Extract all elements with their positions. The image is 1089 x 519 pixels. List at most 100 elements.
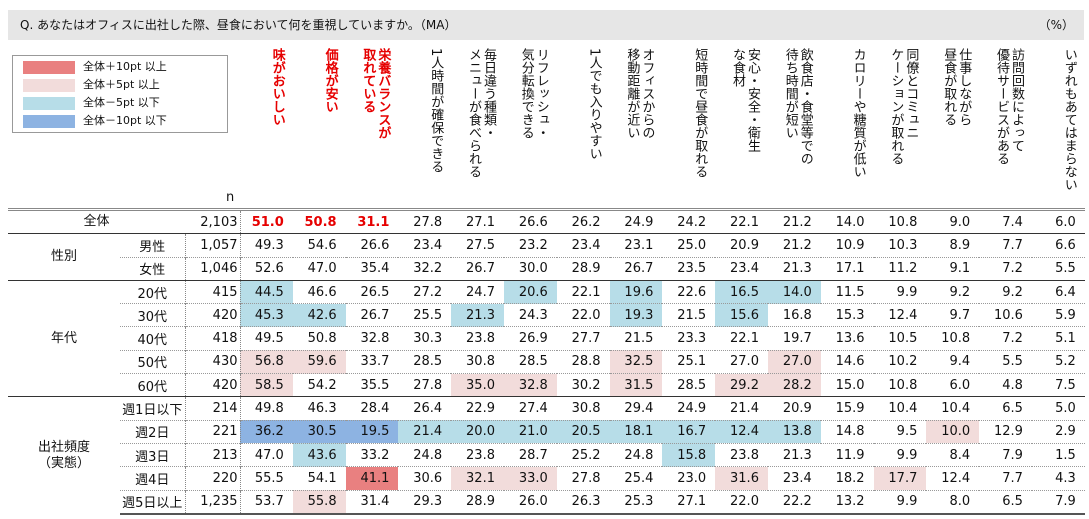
value-cell: 15.3 [820, 303, 874, 327]
value-cell: 13.6 [820, 326, 874, 351]
value-cell: 24.8 [609, 442, 663, 467]
value-cell: 11.2 [873, 256, 927, 281]
value-cell: 7.2 [979, 326, 1032, 351]
value-cell: 15.6 [715, 303, 768, 327]
value-cell: 49.8 [240, 396, 293, 421]
value-cell: 9.9 [873, 489, 927, 515]
value-cell: 49.5 [240, 326, 293, 351]
value-cell: 14.0 [767, 279, 821, 304]
value-cell: 15.9 [820, 396, 874, 421]
value-cell: 23.1 [609, 233, 663, 258]
table-row: 性別 男性 1,057 49.3 54.6 26.6 23.4 27.5 23.2 23.4 23.… [8, 233, 1085, 281]
n-column-header: n [226, 190, 235, 205]
value-cell: 22.1 [715, 326, 768, 351]
table-row: 30代 420 45.3 42.6 26.7 25.5 21.3 24.3 22.0 19.3 21… [8, 303, 1085, 327]
group-label: 性別 [8, 233, 120, 281]
value-cell: 30.2 [556, 373, 610, 397]
sample-size: 418 [185, 326, 241, 351]
value-cell: 33.0 [503, 466, 557, 491]
value-cell: 7.7 [979, 466, 1032, 491]
value-cell: 26.2 [556, 207, 610, 234]
value-cell: 21.4 [715, 396, 768, 421]
value-cell: 28.7 [503, 442, 557, 467]
value-cell: 16.8 [767, 303, 821, 327]
value-cell: 19.5 [345, 419, 399, 444]
value-cell: 6.4 [1031, 279, 1085, 304]
value-cell: 28.9 [556, 256, 610, 281]
value-cell: 31.5 [609, 373, 663, 397]
value-cell: 23.4 [556, 233, 610, 258]
crosstab-table: 全体 2,103 51.0 50.8 31.1 27.8 27.1 26.6 26.2 24.9 2… [8, 207, 1085, 515]
value-cell: 12.4 [926, 466, 980, 491]
value-cell: 29.3 [398, 489, 452, 515]
column-header-label: 毎日違う種類・ メニューが食べられる [465, 48, 496, 178]
value-cell: 20.6 [503, 279, 557, 304]
column-header: 安心・安全・衛生 な食材 [715, 48, 768, 206]
value-cell: 10.5 [873, 326, 927, 351]
value-cell: 21.5 [609, 326, 663, 351]
column-header-label: いずれもあてはまらない [1061, 48, 1077, 191]
value-cell: 55.8 [292, 489, 346, 515]
value-cell: 24.8 [398, 442, 452, 467]
value-cell: 26.7 [451, 256, 504, 281]
value-cell: 59.6 [292, 349, 346, 374]
table-row: 週5日以上 1,235 53.7 55.8 31.4 29.3 28.9 26.0 26.3 25… [8, 489, 1085, 515]
table-row: 年代 20代 415 44.5 46.6 26.5 27.2 24.7 20.6 22.1 19.6… [8, 279, 1085, 397]
value-cell: 17.1 [820, 256, 874, 281]
sample-size: 415 [185, 279, 241, 304]
value-cell: 27.1 [662, 489, 716, 515]
column-header: 1人でも入りやすい [557, 48, 610, 206]
value-cell: 55.5 [240, 466, 293, 491]
question-text: Q. あなたはオフィスに出社した際、昼食において何を重視していますか。（MA） [20, 18, 457, 32]
value-cell: 13.2 [820, 489, 874, 515]
value-cell: 31.4 [345, 489, 399, 515]
legend-item: 全体－5pt 以下 [23, 96, 160, 110]
value-cell: 23.0 [662, 466, 716, 491]
value-cell: 28.8 [556, 349, 610, 374]
value-cell: 22.0 [556, 303, 610, 327]
value-cell: 26.9 [503, 326, 557, 351]
column-header-label: 短時間で昼食が取れる [692, 48, 708, 178]
value-cell: 7.4 [979, 207, 1032, 234]
table-row: 週2日 221 36.2 30.5 19.5 21.4 20.0 21.0 20.5 18.1 16… [8, 419, 1085, 444]
value-cell: 23.3 [662, 326, 716, 351]
column-header: 価格が安い [293, 48, 346, 206]
value-cell: 10.8 [926, 326, 980, 351]
value-cell: 30.5 [292, 419, 346, 444]
row-label: 週2日 [120, 419, 186, 444]
column-header: 毎日違う種類・ メニューが食べられる [451, 48, 504, 206]
legend-swatch [23, 114, 75, 128]
value-cell: 7.9 [979, 442, 1032, 467]
value-cell: 23.4 [398, 233, 452, 258]
value-cell: 10.6 [979, 303, 1032, 327]
value-cell: 46.6 [292, 279, 346, 304]
value-cell: 19.6 [609, 279, 663, 304]
value-cell: 54.2 [292, 373, 346, 397]
unit-label: （%） [1038, 18, 1074, 32]
value-cell: 5.5 [979, 349, 1032, 374]
column-header-label: 1人でも入りやすい [586, 48, 602, 161]
value-cell: 25.3 [609, 489, 663, 515]
value-cell: 53.7 [240, 489, 293, 515]
value-cell: 12.4 [715, 419, 768, 444]
value-cell: 20.0 [451, 419, 504, 444]
value-cell: 7.9 [1031, 489, 1085, 515]
legend-item: 全体－10pt 以下 [23, 114, 167, 128]
value-cell: 10.9 [820, 233, 874, 258]
value-cell: 10.0 [926, 419, 980, 444]
value-cell: 32.8 [345, 326, 399, 351]
value-cell: 5.9 [1031, 303, 1085, 327]
sample-size: 430 [185, 349, 241, 374]
sample-size: 221 [185, 419, 241, 444]
row-label: 50代 [120, 349, 186, 374]
value-cell: 23.5 [662, 256, 716, 281]
column-header-label: リフレッシュ・ 気分転換できる [518, 48, 549, 139]
value-cell: 28.9 [451, 489, 504, 515]
sample-size: 214 [185, 396, 241, 421]
value-cell: 9.0 [926, 207, 980, 234]
value-cell: 26.6 [503, 207, 557, 234]
table-row: 40代 418 49.5 50.8 32.8 30.3 23.8 26.9 27.7 21.5 23… [8, 326, 1085, 351]
value-cell: 20.9 [767, 396, 821, 421]
value-cell: 30.3 [398, 326, 452, 351]
value-cell: 21.3 [451, 303, 504, 327]
